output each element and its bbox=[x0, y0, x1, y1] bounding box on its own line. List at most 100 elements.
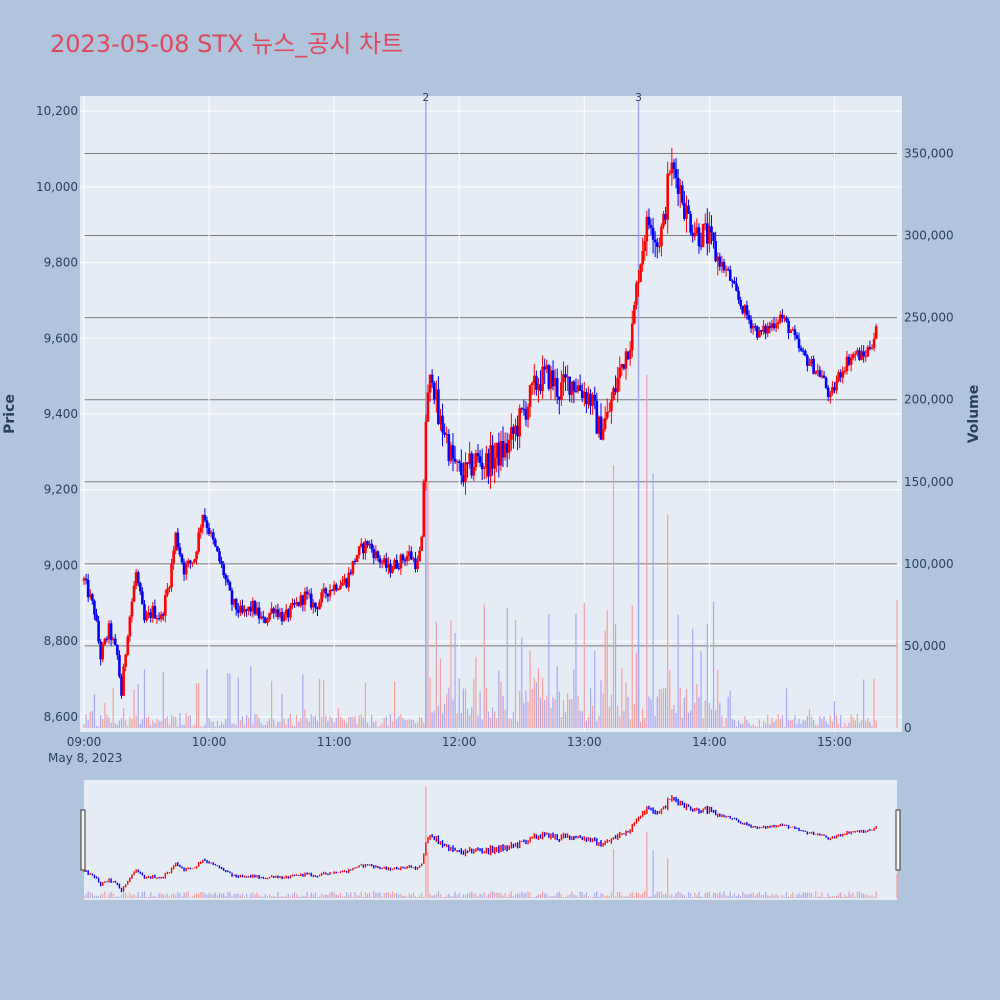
volume-bar bbox=[517, 721, 519, 728]
slider-volume-bar bbox=[448, 893, 450, 898]
slider-volume-bar bbox=[379, 892, 381, 898]
volume-tick-label: 300,000 bbox=[904, 229, 954, 243]
volume-bar bbox=[308, 721, 310, 728]
slider-volume-bar bbox=[860, 893, 863, 898]
slider-volume-bar bbox=[243, 896, 246, 898]
volume-bar bbox=[314, 715, 316, 728]
volume-bar bbox=[710, 709, 713, 728]
volume-bar bbox=[644, 717, 646, 728]
candle-body bbox=[255, 607, 259, 615]
volume-bar bbox=[310, 714, 312, 728]
volume-bar bbox=[385, 716, 387, 728]
candle-body bbox=[355, 555, 359, 562]
volume-bar bbox=[298, 721, 300, 728]
price-tick-label: 10,000 bbox=[36, 180, 78, 194]
candle-body bbox=[578, 385, 582, 391]
volume-bar bbox=[669, 670, 671, 728]
candle-body bbox=[353, 560, 357, 562]
slider-volume-bar bbox=[752, 892, 754, 898]
slider-volume-bar bbox=[571, 891, 573, 898]
slider-volume-bar bbox=[790, 894, 792, 898]
candle-body bbox=[806, 355, 809, 366]
candle-body bbox=[610, 399, 613, 412]
volume-bar bbox=[585, 720, 587, 728]
slider-volume-bar bbox=[852, 892, 854, 898]
candle-body bbox=[781, 314, 784, 319]
rangeslider[interactable] bbox=[80, 786, 901, 898]
price-tick-label: 9,000 bbox=[44, 558, 78, 572]
volume-bar bbox=[656, 696, 658, 728]
volume-bar bbox=[416, 722, 419, 728]
candle-body bbox=[209, 532, 213, 534]
slider-volume-bar bbox=[529, 892, 531, 898]
slider-volume-bar bbox=[346, 892, 348, 898]
volume-bar bbox=[154, 723, 156, 728]
slider-volume-bar bbox=[285, 895, 287, 898]
volume-bar bbox=[354, 716, 356, 728]
volume-bar bbox=[414, 723, 417, 728]
candle-body bbox=[518, 408, 521, 437]
volume-bar bbox=[339, 717, 342, 728]
slider-volume-bar bbox=[396, 893, 398, 898]
slider-volume-bar bbox=[685, 896, 688, 898]
candle-body bbox=[833, 387, 836, 391]
volume-bar bbox=[514, 620, 517, 728]
slider-volume-bar bbox=[325, 894, 327, 898]
slider-volume-bar bbox=[312, 894, 314, 898]
candle-body bbox=[699, 245, 703, 247]
candle-body bbox=[651, 227, 655, 240]
slider-volume-bar bbox=[629, 893, 631, 898]
slider-volume-bar bbox=[87, 891, 89, 898]
slider-volume-bar bbox=[348, 894, 350, 898]
candle-body bbox=[595, 400, 599, 434]
candle-body bbox=[370, 543, 373, 550]
slider-volume-bar bbox=[145, 896, 148, 898]
slider-volume-bar bbox=[419, 895, 421, 898]
volume-bar bbox=[825, 721, 827, 728]
candle-body bbox=[605, 411, 609, 419]
volume-bar bbox=[727, 696, 729, 728]
slider-volume-bar bbox=[506, 897, 508, 898]
candle-body bbox=[91, 594, 94, 601]
candle-body bbox=[347, 572, 351, 588]
candle-body bbox=[286, 609, 290, 618]
slider-volume-bar bbox=[831, 895, 833, 898]
slider-volume-bar bbox=[233, 894, 235, 898]
volume-bar bbox=[600, 680, 602, 728]
candle-body bbox=[618, 367, 622, 378]
slider-volume-bar bbox=[444, 897, 446, 898]
volume-bar bbox=[554, 699, 556, 728]
volume-bar bbox=[733, 720, 735, 728]
volume-bar bbox=[619, 716, 621, 728]
volume-bar bbox=[473, 679, 475, 728]
volume-bar bbox=[750, 726, 752, 728]
volume-bar bbox=[368, 726, 371, 728]
slider-volume-bar bbox=[148, 896, 150, 898]
candle-body bbox=[639, 264, 642, 282]
candle-body bbox=[228, 582, 232, 591]
candle-body bbox=[382, 558, 386, 563]
volume-bar bbox=[602, 693, 604, 728]
volume-bar bbox=[375, 720, 377, 728]
slider-volume-bar bbox=[189, 897, 191, 898]
volume-bar bbox=[642, 708, 644, 728]
slider-volume-bar bbox=[742, 891, 744, 898]
rangeslider-background[interactable] bbox=[84, 780, 897, 900]
volume-bar bbox=[494, 711, 496, 728]
slider-volume-bar bbox=[106, 897, 108, 898]
candle-body bbox=[555, 378, 559, 397]
slider-volume-bar bbox=[154, 895, 156, 898]
candle-body bbox=[539, 384, 542, 391]
volume-bar bbox=[677, 614, 679, 728]
volume-bar bbox=[742, 723, 744, 728]
slider-volume-bar bbox=[517, 893, 519, 898]
slider-volume-bar bbox=[293, 892, 296, 898]
candle-body bbox=[576, 385, 580, 392]
slider-volume-bar bbox=[694, 892, 696, 898]
slider-volume-bar bbox=[289, 896, 291, 898]
price-tick-label: 8,600 bbox=[44, 710, 78, 724]
candle-body bbox=[153, 605, 157, 619]
volume-bar bbox=[785, 688, 788, 728]
candle-body bbox=[180, 554, 184, 563]
slider-volume-bar bbox=[562, 897, 565, 898]
